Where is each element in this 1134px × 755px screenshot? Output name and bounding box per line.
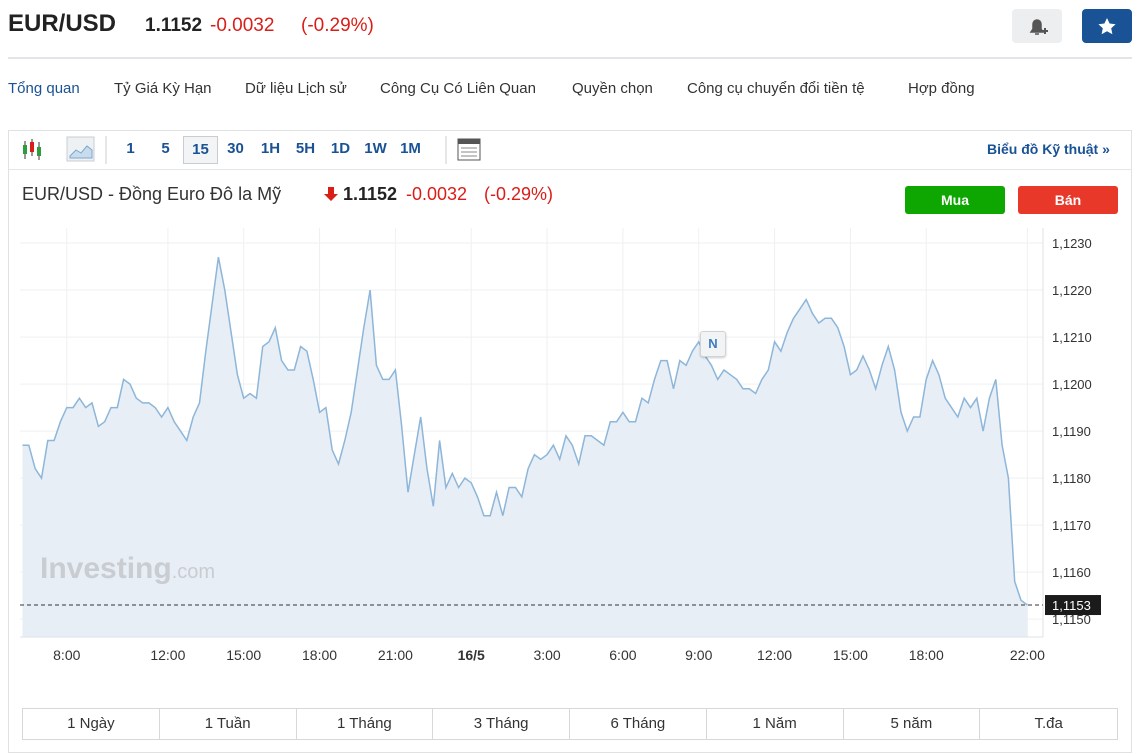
change-pct: (-0.29%) bbox=[301, 15, 374, 36]
chart-title: EUR/USD - Đồng Euro Đô la Mỹ bbox=[22, 184, 282, 204]
interval[interactable]: 1 bbox=[126, 140, 135, 157]
interval[interactable]: 15 bbox=[183, 136, 218, 164]
period[interactable]: 1 Ngày bbox=[23, 709, 160, 739]
period[interactable]: 1 Tuần bbox=[160, 709, 297, 739]
period[interactable]: T.đa bbox=[1034, 715, 1063, 732]
period[interactable]: 5 năm bbox=[844, 709, 981, 739]
y-tick-label: 1,1200 bbox=[1052, 377, 1092, 392]
interval[interactable]: 5H bbox=[295, 140, 316, 157]
interval[interactable]: 1H bbox=[260, 140, 281, 157]
interval[interactable]: 1D bbox=[330, 140, 351, 157]
interval[interactable]: 30 bbox=[227, 140, 244, 157]
area-fill bbox=[22, 257, 1028, 637]
tab[interactable]: Tổng quan bbox=[8, 80, 80, 97]
y-tick-label: 1,1210 bbox=[1052, 330, 1092, 345]
chart-change-pct: (-0.29%) bbox=[484, 184, 554, 204]
symbol: EUR/USD bbox=[8, 10, 117, 37]
tab[interactable]: Hợp đồng bbox=[908, 80, 975, 97]
period[interactable]: 1 Tháng bbox=[297, 709, 434, 739]
x-tick-label: 18:00 bbox=[909, 647, 944, 663]
last-price-box bbox=[1045, 595, 1101, 616]
watermark: Investing.com bbox=[40, 552, 215, 585]
x-tick-label: 9:00 bbox=[685, 647, 712, 663]
period[interactable]: 6 Tháng bbox=[570, 709, 707, 739]
period[interactable]: 1 Năm bbox=[707, 709, 844, 739]
toolbar-divider bbox=[9, 169, 1131, 170]
y-tick-label: 1,1170 bbox=[1052, 518, 1091, 533]
interval-bar: 1 5 15 30 1H 5H 1D 1W 1M bbox=[113, 136, 428, 164]
watermark-suffix: .com bbox=[172, 561, 215, 583]
y-tick-label: 1,1160 bbox=[1052, 565, 1091, 580]
down-arrow bbox=[324, 187, 338, 201]
y-tick-label: 1,1230 bbox=[1052, 236, 1092, 251]
divider bbox=[8, 57, 1132, 59]
x-tick-label: 8:00 bbox=[53, 647, 80, 663]
chart-type-icons bbox=[23, 136, 107, 164]
x-tick-label: 3:00 bbox=[533, 647, 560, 663]
x-tick-label: 12:00 bbox=[150, 647, 185, 663]
chart: 1,1150 1,1160 1,1170 1,1180 1,1190 1,1200 1,12… bbox=[20, 228, 1101, 663]
tab[interactable]: Dữ liệu Lịch sử bbox=[245, 80, 347, 97]
x-tick-label: 12:00 bbox=[757, 647, 792, 663]
star-icon bbox=[1098, 18, 1116, 35]
y-tick-label: 1,1180 bbox=[1052, 471, 1091, 486]
tab[interactable]: Tỷ Giá Kỳ Hạn bbox=[114, 80, 212, 97]
watchlist-button[interactable] bbox=[1082, 9, 1132, 43]
x-tick-label: 18:00 bbox=[302, 647, 337, 663]
tab[interactable]: Công Cụ Có Liên Quan bbox=[380, 80, 536, 97]
buy-button[interactable]: Mua bbox=[905, 186, 1005, 214]
bell-icon bbox=[1029, 19, 1048, 35]
tab[interactable]: Quyền chọn bbox=[572, 80, 653, 97]
x-tick-label: 15:00 bbox=[833, 647, 868, 663]
period[interactable]: 3 Tháng bbox=[433, 709, 570, 739]
calendar-icon[interactable] bbox=[444, 136, 484, 164]
plot: 1,1150 1,1160 1,1170 1,1180 1,1190 1,1200 1,12… bbox=[20, 228, 1092, 663]
alert-button[interactable] bbox=[1012, 9, 1062, 43]
price-line bbox=[22, 256, 1028, 606]
price: 1.1152 bbox=[145, 15, 203, 36]
x-tick-label: 15:00 bbox=[226, 647, 261, 663]
x-tick-label: 16/5 bbox=[458, 647, 485, 663]
period-bar: 1 Ngày 1 Tuần 1 Tháng 3 Tháng 6 Tháng 1 … bbox=[22, 708, 1118, 740]
technical-link[interactable]: Biểu đồ Kỹ thuật » bbox=[987, 141, 1110, 157]
sell-button[interactable]: Bán bbox=[1018, 186, 1118, 214]
y-tick-label: 1,1190 bbox=[1052, 424, 1091, 439]
interval[interactable]: 5 bbox=[161, 140, 170, 157]
y-tick-label: 1,1220 bbox=[1052, 283, 1092, 298]
interval[interactable]: 1M bbox=[400, 140, 421, 157]
change: -0.0032 bbox=[210, 15, 275, 36]
chart-panel bbox=[8, 130, 1132, 753]
x-tick-label: 21:00 bbox=[378, 647, 413, 663]
chart-price: 1.1152 bbox=[343, 184, 398, 204]
last-price-label: 1,1153 bbox=[1052, 598, 1091, 613]
tab[interactable]: Công cụ chuyển đổi tiền tệ bbox=[687, 80, 865, 97]
watermark-brand: Investing bbox=[40, 552, 172, 585]
interval[interactable]: 1W bbox=[364, 140, 387, 157]
x-tick-label: 6:00 bbox=[609, 647, 636, 663]
chart-change: -0.0032 bbox=[406, 184, 468, 204]
news-marker[interactable]: N bbox=[700, 331, 726, 357]
x-tick-label: 22:00 bbox=[1010, 647, 1045, 663]
y-tick-label: 1,1150 bbox=[1052, 612, 1091, 627]
overlay: 1,1153 bbox=[20, 595, 1101, 616]
